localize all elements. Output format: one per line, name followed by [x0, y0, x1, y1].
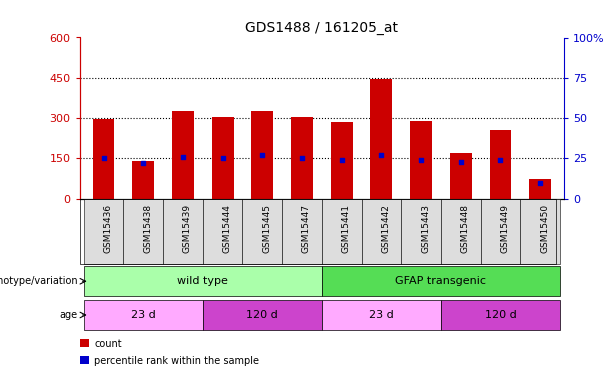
- FancyBboxPatch shape: [83, 266, 322, 296]
- FancyBboxPatch shape: [402, 199, 441, 264]
- FancyBboxPatch shape: [520, 199, 560, 264]
- Point: [456, 159, 466, 165]
- Point: [416, 157, 426, 163]
- Bar: [291, 117, 313, 199]
- Text: 120 d: 120 d: [484, 310, 516, 320]
- Bar: [410, 121, 432, 199]
- Text: GSM15441: GSM15441: [341, 204, 351, 253]
- Text: 23 d: 23 d: [131, 310, 156, 320]
- Text: GSM15450: GSM15450: [540, 204, 549, 253]
- Bar: [132, 161, 154, 199]
- Text: 23 d: 23 d: [369, 310, 394, 320]
- FancyBboxPatch shape: [322, 199, 362, 264]
- Point: [297, 155, 307, 161]
- Text: age: age: [59, 310, 78, 320]
- Bar: [450, 153, 471, 199]
- Bar: [211, 117, 234, 199]
- Point: [535, 180, 545, 186]
- Bar: [490, 130, 511, 199]
- FancyBboxPatch shape: [123, 199, 163, 264]
- Bar: [529, 178, 551, 199]
- Point: [495, 157, 505, 163]
- Point: [139, 160, 148, 166]
- Text: GSM15442: GSM15442: [381, 204, 390, 253]
- Text: GSM15444: GSM15444: [223, 204, 232, 253]
- FancyBboxPatch shape: [242, 199, 282, 264]
- Text: GSM15449: GSM15449: [500, 204, 509, 253]
- FancyBboxPatch shape: [362, 199, 402, 264]
- Point: [337, 157, 346, 163]
- Text: 120 d: 120 d: [246, 310, 278, 320]
- Bar: [93, 120, 115, 199]
- FancyBboxPatch shape: [203, 300, 322, 330]
- Bar: [172, 111, 194, 199]
- FancyBboxPatch shape: [282, 199, 322, 264]
- Text: GSM15445: GSM15445: [262, 204, 272, 253]
- FancyBboxPatch shape: [441, 300, 560, 330]
- Text: GSM15448: GSM15448: [461, 204, 470, 253]
- FancyBboxPatch shape: [203, 199, 242, 264]
- Text: GSM15438: GSM15438: [143, 204, 152, 253]
- FancyBboxPatch shape: [441, 199, 481, 264]
- Text: GSM15443: GSM15443: [421, 204, 430, 253]
- Bar: [370, 79, 392, 199]
- Bar: [331, 122, 352, 199]
- Bar: [80, 339, 89, 347]
- Bar: [80, 356, 89, 364]
- Text: GSM15439: GSM15439: [183, 204, 192, 253]
- Text: GSM15436: GSM15436: [104, 204, 113, 253]
- Point: [178, 154, 188, 160]
- Text: genotype/variation: genotype/variation: [0, 276, 78, 286]
- Point: [376, 152, 386, 158]
- Bar: [251, 111, 273, 199]
- Text: percentile rank within the sample: percentile rank within the sample: [94, 356, 259, 366]
- Text: count: count: [94, 339, 122, 349]
- FancyBboxPatch shape: [83, 300, 203, 330]
- Point: [218, 155, 227, 161]
- FancyBboxPatch shape: [322, 300, 441, 330]
- FancyBboxPatch shape: [322, 266, 560, 296]
- Text: wild type: wild type: [177, 276, 228, 286]
- Text: GSM15447: GSM15447: [302, 204, 311, 253]
- Title: GDS1488 / 161205_at: GDS1488 / 161205_at: [245, 21, 398, 35]
- Text: GFAP transgenic: GFAP transgenic: [395, 276, 486, 286]
- Point: [99, 155, 109, 161]
- Point: [257, 152, 267, 158]
- FancyBboxPatch shape: [481, 199, 520, 264]
- FancyBboxPatch shape: [83, 199, 123, 264]
- FancyBboxPatch shape: [163, 199, 203, 264]
